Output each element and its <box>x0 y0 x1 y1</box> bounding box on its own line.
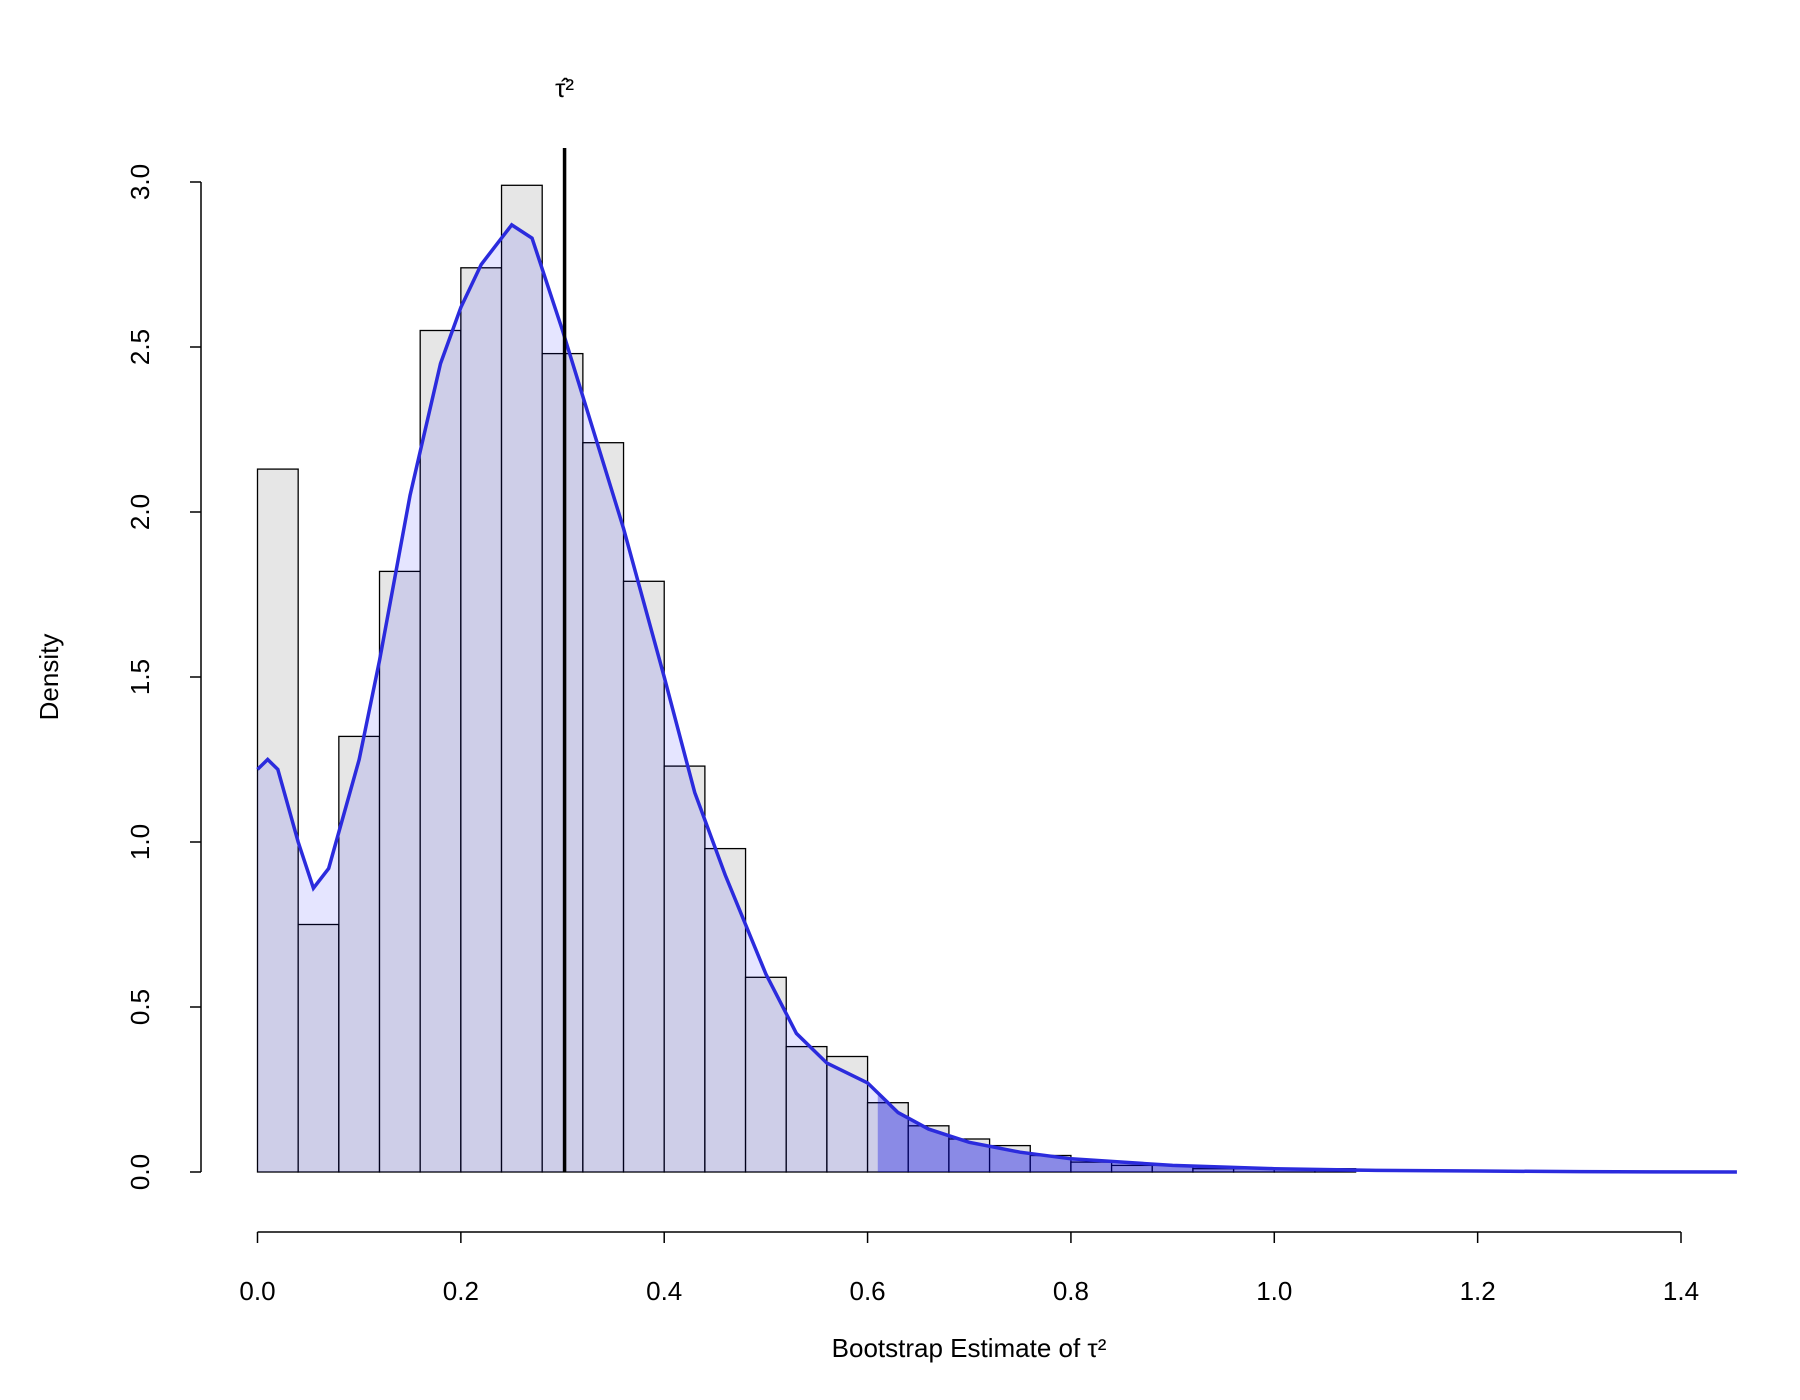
y-tick-label: 0.0 <box>125 1154 155 1190</box>
bar <box>297 923 340 1173</box>
x-tick-label: 0.6 <box>849 1276 885 1306</box>
y-tick-label: 1.5 <box>125 659 155 695</box>
x-tick-label: 0.0 <box>239 1276 275 1306</box>
density-line <box>256 222 1737 1174</box>
bar <box>500 184 543 1173</box>
x-tick-label: 0.8 <box>1053 1276 1089 1306</box>
density-area <box>257 224 878 1172</box>
bar <box>460 267 503 1173</box>
x-tick-label: 1.2 <box>1460 1276 1496 1306</box>
x-tick-label: 0.4 <box>646 1276 682 1306</box>
bar <box>663 765 706 1173</box>
y-tick-label: 3.0 <box>125 164 155 200</box>
y-tick-label: 0.5 <box>125 989 155 1025</box>
y-axis-label: Density <box>34 634 64 721</box>
y-tick-label: 2.0 <box>125 494 155 530</box>
bar <box>541 352 584 1173</box>
x-tick-label: 0.2 <box>443 1276 479 1306</box>
bar <box>582 442 625 1173</box>
x-tick-label: 1.0 <box>1256 1276 1292 1306</box>
y-tick-label: 2.5 <box>125 329 155 365</box>
bar <box>826 1055 869 1173</box>
bar <box>622 580 665 1173</box>
x-tick-label: 1.4 <box>1663 1276 1699 1306</box>
density-tail-area <box>877 1092 1737 1172</box>
annotation: τ̂² <box>555 73 574 103</box>
x-axis-label: Bootstrap Estimate of τ² <box>832 1333 1107 1363</box>
y-tick-label: 1.0 <box>125 824 155 860</box>
